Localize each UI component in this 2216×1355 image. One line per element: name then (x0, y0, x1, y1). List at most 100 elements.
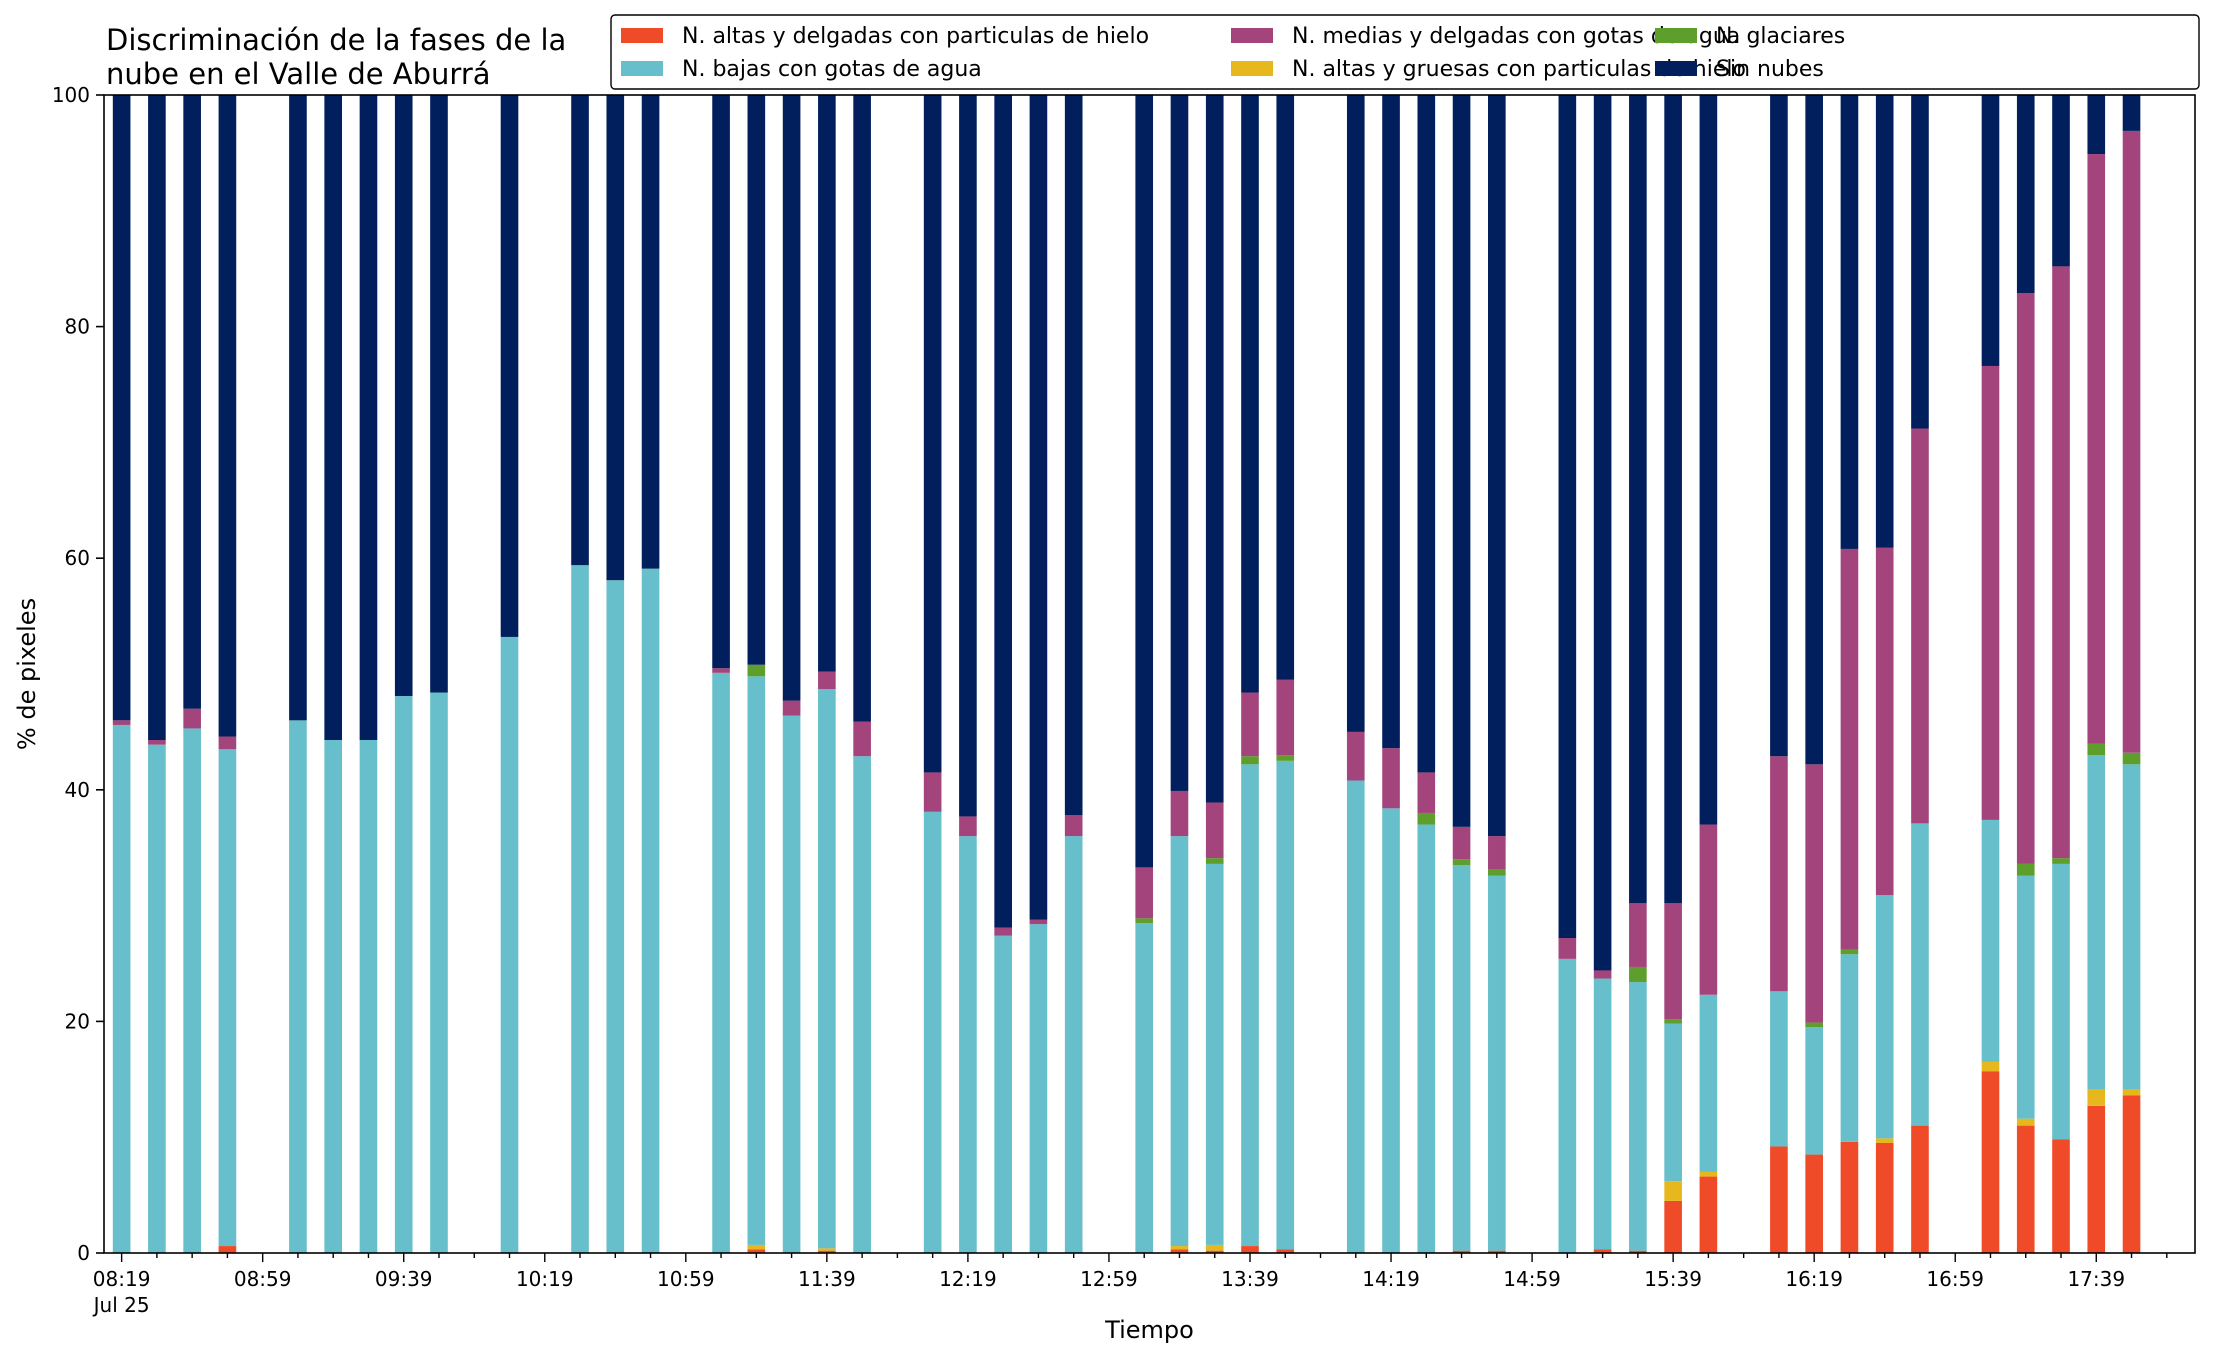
bar-segment (2052, 863, 2070, 1140)
bar-segment (1417, 95, 1436, 773)
bar-segment (2052, 858, 2070, 864)
bar-segment (1770, 756, 1788, 992)
bar-segment (1981, 1071, 2000, 1253)
bar-segment (2122, 1095, 2141, 1253)
bar-segment (1241, 95, 1259, 693)
bar-segment (218, 95, 237, 737)
bar-segment (1170, 1246, 1189, 1250)
bar-segment (2122, 95, 2141, 131)
bar-segment (1382, 95, 1400, 749)
bar-segment (1417, 812, 1436, 825)
x-tick-label: 13:39 (1221, 1267, 1279, 1291)
legend-swatch (1655, 28, 1697, 43)
bar-segment (148, 95, 166, 741)
x-tick-label: 14:59 (1503, 1267, 1561, 1291)
bar-segment (923, 811, 942, 1253)
y-tick-label: 60 (65, 546, 90, 570)
legend-swatch (621, 61, 663, 76)
y-tick-label: 20 (65, 1009, 90, 1033)
bar-segment (712, 95, 730, 669)
bar-segment (1558, 938, 1577, 959)
bar-segment (1452, 859, 1471, 866)
legend-swatch (1231, 28, 1273, 43)
legend-entry: N. glaciares (1716, 24, 1845, 49)
bar-segment (1875, 547, 1894, 896)
x-tick-label: 08:19 (93, 1267, 151, 1291)
bar-segment (1981, 1061, 2000, 1072)
bar-segment (148, 744, 166, 1253)
bar-segment (923, 772, 942, 812)
bar-segment (1488, 1250, 1506, 1253)
bar-segment (1382, 748, 1400, 809)
bar-segment (2122, 1089, 2141, 1096)
bar-segment (1241, 692, 1259, 757)
bar-segment (1699, 95, 1718, 825)
bar-segment (1911, 428, 1929, 824)
bar-segment (1875, 1138, 1894, 1143)
bar-segment (1593, 978, 1612, 1250)
bar-segment (923, 95, 942, 773)
y-tick-label: 40 (65, 778, 90, 802)
bar-segment (1346, 731, 1365, 781)
bar-segment (1417, 772, 1436, 813)
bar-segment (747, 1244, 766, 1250)
bar-segment (1629, 903, 1647, 967)
bar-segment (1346, 95, 1365, 732)
bar-segment (571, 95, 589, 566)
bar-segment (1135, 918, 1154, 923)
bar-segment (324, 740, 343, 1253)
bar-segment (2016, 863, 2035, 876)
bar-segment (394, 95, 413, 697)
bar-segment (2016, 875, 2035, 1119)
bar-segment (1488, 875, 1506, 1251)
bar-segment (1135, 95, 1154, 868)
bar-segment (1205, 802, 1224, 859)
bar-segment (1064, 836, 1083, 1253)
bar-segment (747, 1249, 766, 1253)
bar-segment (1170, 836, 1189, 1247)
bar-segment (1664, 95, 1682, 904)
bar-segment (1911, 1125, 1929, 1253)
bar-segment (1770, 95, 1788, 757)
chart-title-line-2: nube en el Valle de Aburrá (106, 57, 491, 91)
bar-segment (782, 95, 801, 701)
bar-segment (1276, 760, 1295, 1250)
bar-segment (641, 95, 660, 569)
bar-segment (1064, 815, 1083, 837)
bar-segment (1452, 826, 1471, 860)
x-tick-label: 11:39 (798, 1267, 856, 1291)
bar-segment (2087, 1089, 2106, 1106)
bar-segment (1699, 824, 1718, 995)
bar-segment (1840, 1141, 1859, 1253)
bar-segment (747, 95, 766, 665)
bar-segment (818, 1250, 836, 1253)
bar-segment (571, 565, 589, 1253)
bar-segment (1699, 1176, 1718, 1253)
x-tick-label: 17:39 (2067, 1267, 2125, 1291)
x-tick-label: 16:19 (1785, 1267, 1843, 1291)
legend-swatch (621, 28, 663, 43)
bar-segment (2087, 755, 2106, 1090)
bar-segment (1981, 819, 2000, 1062)
bar-segment (1205, 858, 1224, 864)
bar-segment (1170, 1249, 1189, 1253)
bar-segment (1558, 95, 1577, 939)
plot-area-frame (103, 94, 2196, 1254)
bar-segment (1664, 1019, 1682, 1024)
bar-segment (2052, 1139, 2070, 1253)
bar-segment (1699, 994, 1718, 1172)
bar-segment (853, 95, 871, 722)
bar-segment (606, 580, 625, 1253)
x-tick-date-label: Jul 25 (92, 1293, 150, 1317)
bar-segment (747, 676, 766, 1245)
bar-segment (1064, 95, 1083, 816)
bar-segment (712, 672, 730, 1253)
bar-segment (1805, 1027, 1823, 1155)
bar-segment (430, 692, 448, 1253)
x-tick-label: 10:59 (657, 1267, 715, 1291)
bar-segment (1417, 824, 1436, 1253)
bar-segment (183, 708, 201, 729)
bar-segment (1135, 922, 1154, 1253)
bar-segment (641, 568, 660, 1253)
